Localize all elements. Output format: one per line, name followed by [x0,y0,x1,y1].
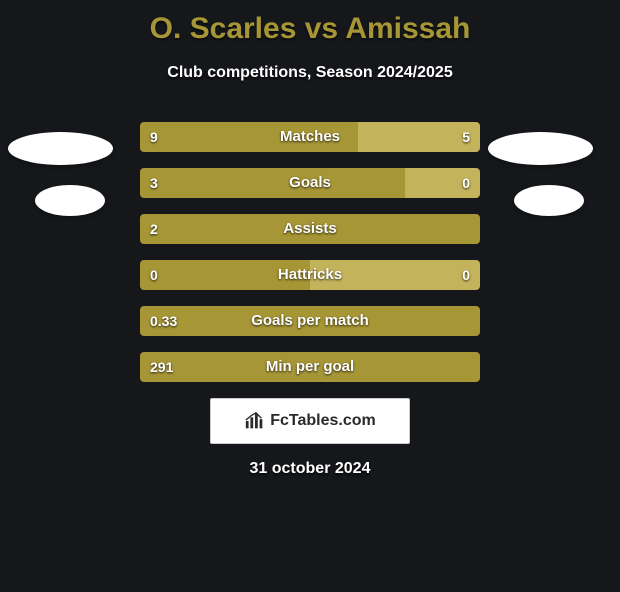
bar-right [358,122,480,152]
bar-track [140,352,480,382]
stat-row: Matches95 [140,122,480,152]
page-title: O. Scarles vs Amissah [0,12,620,46]
bar-left [140,306,480,336]
bar-track [140,306,480,336]
stat-row: Min per goal291 [140,352,480,382]
chart-bars-icon [244,410,266,432]
bar-track [140,122,480,152]
player-photo-placeholder [8,132,113,165]
stat-row: Assists2 [140,214,480,244]
bar-right [310,260,480,290]
player-photo-placeholder [514,185,584,216]
bar-track [140,214,480,244]
bar-track [140,168,480,198]
bar-left [140,352,480,382]
bar-left [140,168,405,198]
bar-track [140,260,480,290]
player-photo-placeholder [488,132,593,165]
bar-left [140,260,310,290]
bar-right [405,168,480,198]
bar-left [140,122,358,152]
date-label: 31 october 2024 [0,460,620,478]
stat-row: Hattricks00 [140,260,480,290]
stat-row: Goals per match0.33 [140,306,480,336]
bar-left [140,214,480,244]
stat-row: Goals30 [140,168,480,198]
fctables-logo: FcTables.com [210,398,410,444]
player-photo-placeholder [35,185,105,216]
page-subtitle: Club competitions, Season 2024/2025 [0,64,620,82]
logo-text: FcTables.com [270,412,376,430]
